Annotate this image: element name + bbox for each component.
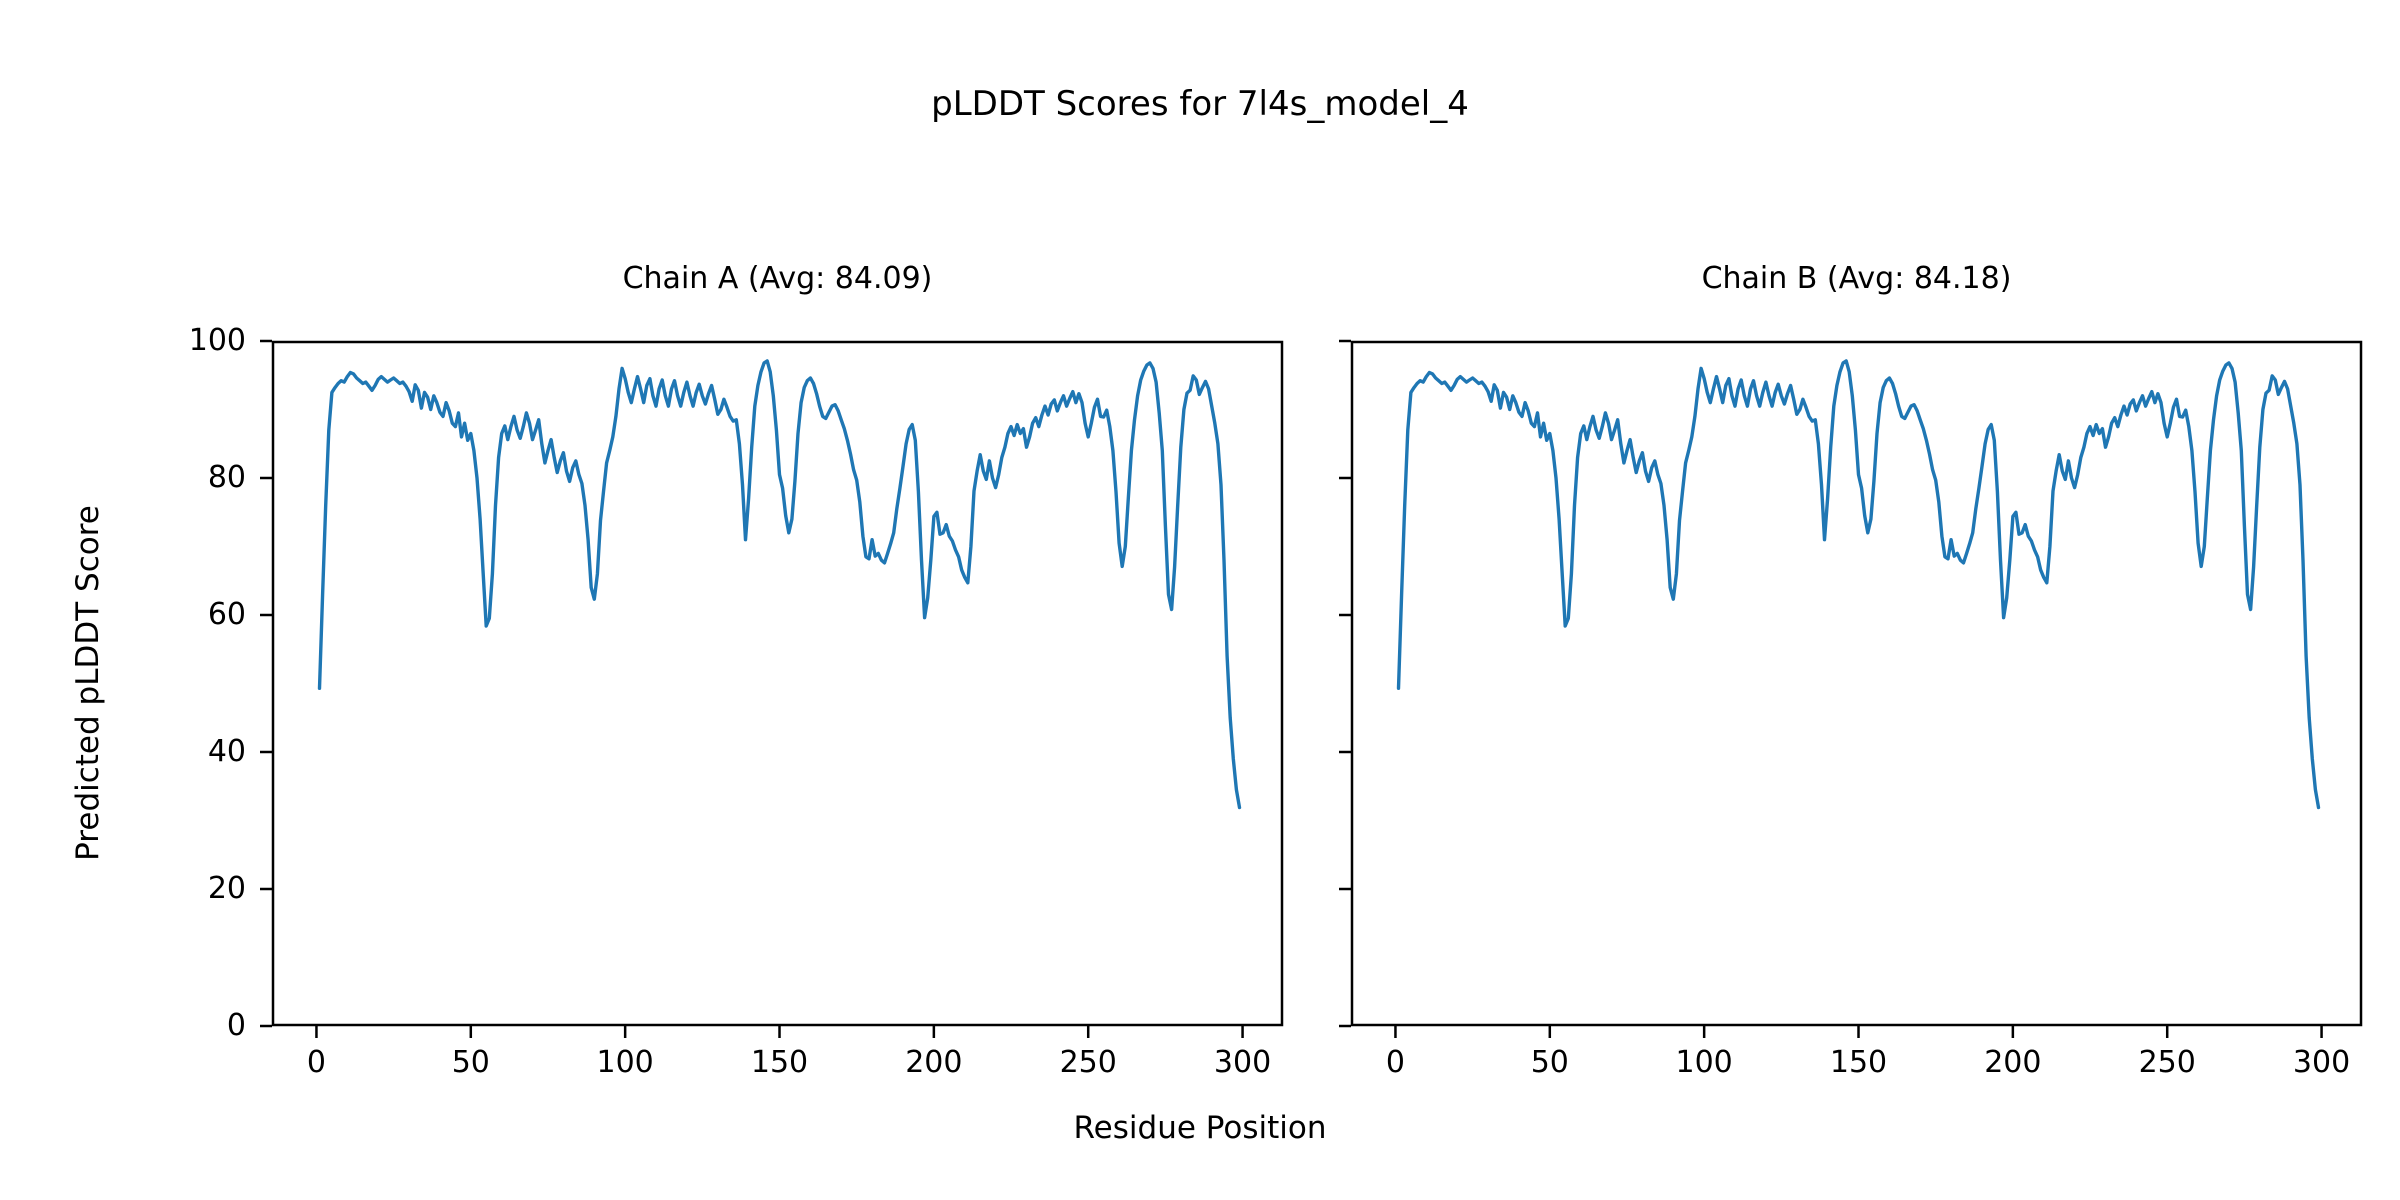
chain-a-plot-area: [260, 339, 1284, 1038]
x-tick-label: 250: [1059, 1045, 1117, 1080]
x-tick-label: 100: [596, 1045, 654, 1080]
y-axis-label: Predicted pLDDT Score: [70, 505, 106, 861]
x-tick-label: 150: [750, 1045, 809, 1080]
y-tick-label: 20: [207, 871, 246, 906]
x-tick-label: 100: [1675, 1045, 1733, 1080]
y-tick-label: 80: [207, 460, 246, 495]
x-tick-label: 200: [905, 1045, 963, 1080]
figure-title: pLDDT Scores for 7l4s_model_4: [931, 84, 1469, 124]
y-tick-label: 0: [226, 1008, 246, 1043]
plddt-line: [1396, 359, 2321, 810]
chain-b-title: Chain B (Avg: 84.18): [1701, 261, 2012, 296]
y-tick-label: 60: [207, 597, 246, 632]
plddt-line: [317, 359, 1242, 810]
x-tick-label: 250: [2138, 1045, 2196, 1080]
chain-a-axes: Chain A (Avg: 84.09) 0 50 100 150 200 250 300 0…: [189, 261, 1284, 1080]
chain-b-axes: Chain B (Avg: 84.18) 0 50 100 150 200 250 300: [1339, 261, 2363, 1080]
x-tick-label: 50: [451, 1045, 490, 1080]
chain-a-title: Chain A (Avg: 84.09): [622, 261, 933, 296]
x-axis-label: Residue Position: [1073, 1110, 1327, 1146]
x-tick-label: 300: [1213, 1045, 1272, 1080]
x-tick-label: 0: [1385, 1045, 1406, 1080]
x-tick-label: 200: [1984, 1045, 2042, 1080]
x-tick-label: 0: [306, 1045, 327, 1080]
axes-frame: [271, 340, 1284, 1027]
x-tick-label: 150: [1829, 1045, 1888, 1080]
x-tick-label: 50: [1530, 1045, 1569, 1080]
y-tick-label: 40: [207, 734, 246, 769]
y-tick-label: 100: [188, 323, 246, 358]
axes-frame: [1350, 340, 2363, 1027]
x-tick-label: 300: [2292, 1045, 2351, 1080]
chain-b-plot-area: [1339, 339, 2363, 1038]
